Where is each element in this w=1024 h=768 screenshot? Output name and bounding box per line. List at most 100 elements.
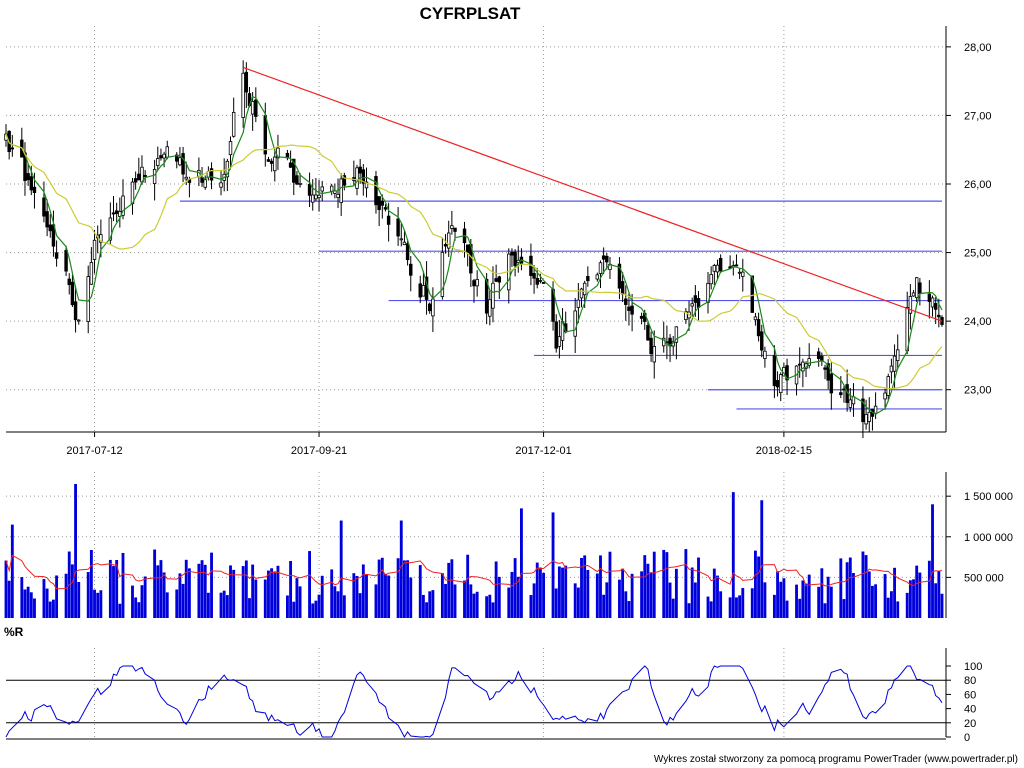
candle-body — [263, 115, 268, 155]
candle-body — [54, 252, 59, 259]
volume-bar — [333, 586, 337, 618]
volume-bar — [931, 504, 934, 618]
price-x-tick-label: 2017-07-12 — [66, 445, 122, 457]
candle-body — [816, 351, 821, 360]
candle-body — [554, 321, 558, 349]
candle-body — [29, 176, 34, 191]
candle-body — [250, 100, 255, 115]
candle-body — [241, 72, 245, 118]
candle-body — [785, 365, 789, 381]
volume-bar — [165, 592, 169, 618]
volume-bar — [728, 597, 732, 618]
volume-bar — [336, 591, 340, 618]
candle-body — [298, 182, 302, 185]
volume-bar — [286, 595, 289, 618]
volume-bar — [210, 552, 213, 618]
volume-bar — [115, 559, 119, 618]
volume-bar — [602, 594, 606, 618]
volume-bar — [940, 593, 944, 618]
candle-body — [273, 156, 277, 172]
candle-body — [690, 303, 694, 307]
volume-bar — [121, 552, 125, 618]
candle-body — [820, 355, 824, 361]
volume-panel: 1 500 000 1 000 000 500 000 — [4, 472, 1013, 618]
candle-body — [510, 251, 514, 256]
volume-bar — [912, 579, 915, 618]
volume-bar — [178, 573, 182, 618]
candle-body — [465, 244, 470, 254]
volume-bar — [342, 595, 346, 618]
candle-body — [627, 306, 631, 311]
candle-body — [797, 363, 802, 366]
candle-body — [374, 176, 378, 206]
candle-body — [779, 374, 783, 394]
volume-bar — [45, 588, 49, 618]
candle-body — [639, 315, 644, 319]
candle-body — [314, 194, 318, 200]
candle-body — [114, 210, 119, 214]
candle-body — [181, 153, 185, 175]
volume-bar — [475, 591, 479, 618]
volume-bar — [557, 566, 561, 618]
candle-body — [532, 273, 536, 279]
candle-body — [573, 310, 577, 337]
candle-body — [402, 241, 407, 246]
candle-body — [231, 111, 236, 137]
volume-bar — [156, 565, 160, 618]
candle-body — [823, 367, 827, 370]
volume-bar — [627, 601, 631, 618]
volume-bar — [934, 583, 938, 618]
volume-bar — [380, 557, 384, 618]
willr-y-tick-label: 40 — [964, 704, 976, 716]
candle-body — [254, 99, 258, 117]
volume-bar — [542, 572, 545, 618]
candle-body — [228, 141, 233, 156]
volume-bar — [671, 598, 675, 618]
volume-bar — [64, 573, 68, 618]
volume-bar — [561, 567, 564, 618]
volume-bar — [289, 561, 293, 618]
candle-body — [497, 276, 502, 283]
candle-body — [137, 173, 141, 181]
candle-body — [77, 319, 81, 322]
candle-body — [557, 336, 562, 347]
candle-body — [864, 414, 868, 425]
volume-bar — [801, 580, 805, 618]
candle-body — [801, 361, 805, 372]
candle-body — [295, 175, 299, 185]
candle-body — [450, 225, 454, 229]
willr-y-tick-label: 80 — [964, 675, 976, 687]
candle-body — [329, 185, 334, 192]
volume-bar — [735, 597, 738, 618]
volume-bar — [355, 576, 359, 618]
candle-body — [48, 224, 52, 232]
volume-bar — [396, 558, 400, 618]
candle-body — [10, 147, 15, 150]
candle-body — [630, 305, 634, 315]
volume-bar — [244, 560, 248, 618]
willr-y-tick-label: 100 — [964, 661, 982, 673]
volume-bar — [551, 512, 555, 618]
volume-bar — [491, 602, 495, 618]
volume-bar — [159, 560, 163, 618]
candle-body — [266, 159, 271, 162]
candle-body — [42, 197, 46, 217]
volume-bar — [687, 603, 691, 618]
volume-bar — [535, 562, 539, 618]
volume-bar — [140, 585, 144, 618]
candle-body — [889, 365, 894, 373]
candle-body — [428, 303, 432, 312]
volume-bar — [93, 589, 96, 618]
candle-body — [67, 278, 71, 286]
volume-bar — [738, 595, 742, 618]
candle-body — [396, 218, 400, 237]
volume-bar — [308, 551, 311, 618]
candle-body — [431, 298, 435, 317]
candle-body — [911, 292, 916, 297]
volume-bar — [652, 551, 656, 618]
volume-bar — [820, 568, 824, 618]
volume-bar — [229, 565, 232, 618]
volume-bar — [741, 588, 745, 618]
candle-body — [586, 276, 590, 282]
candle-body — [355, 167, 359, 189]
